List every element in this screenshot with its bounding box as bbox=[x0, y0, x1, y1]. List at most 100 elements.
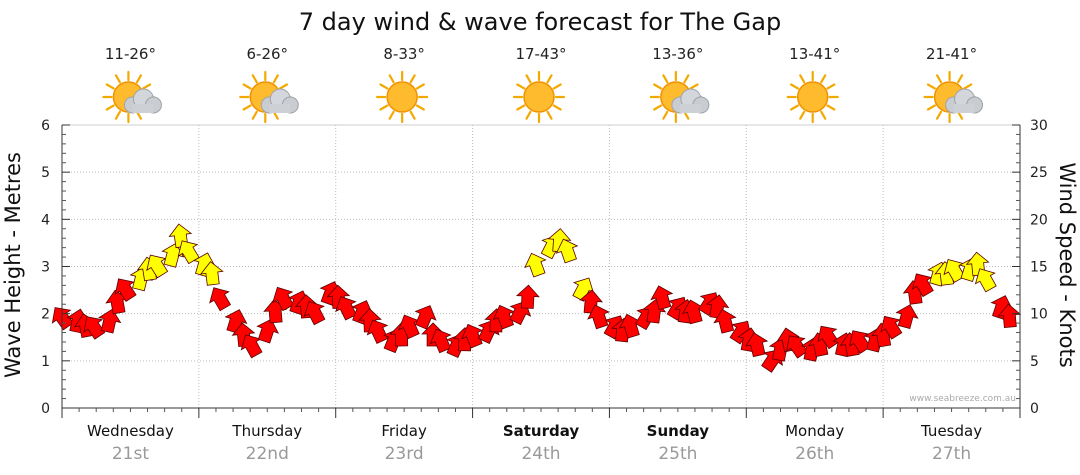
day-name: Wednesday bbox=[87, 422, 174, 440]
wave-arrow bbox=[974, 268, 997, 293]
day-temp-range: 13-36° bbox=[652, 45, 703, 63]
sun-ray bbox=[926, 104, 936, 111]
wave-arrow bbox=[114, 278, 137, 302]
day-name: Sunday bbox=[647, 422, 710, 440]
sun-ray bbox=[135, 74, 143, 84]
wave-arrow bbox=[240, 334, 263, 359]
sun-ray bbox=[409, 110, 416, 120]
sun-ray bbox=[114, 74, 122, 84]
y-tick-label-left: 5 bbox=[41, 165, 50, 181]
wave-arrow bbox=[587, 304, 610, 330]
sun-ray bbox=[516, 83, 526, 90]
y-tick-label-right: 5 bbox=[1030, 354, 1039, 370]
wave-arrow bbox=[618, 313, 642, 339]
wave-arrow bbox=[461, 323, 484, 349]
sun-ray bbox=[415, 83, 425, 90]
day-date: 21st bbox=[112, 444, 149, 464]
y-axis-title-right: Wind Speed - Knots bbox=[1055, 162, 1079, 367]
sun-ray bbox=[272, 74, 279, 84]
cloud-shape bbox=[260, 88, 299, 114]
sun-ray bbox=[242, 104, 252, 111]
sun-ray bbox=[653, 104, 663, 111]
wave-arrow bbox=[681, 299, 705, 325]
wave-arrow bbox=[880, 315, 903, 340]
sun-ray bbox=[415, 104, 425, 111]
day-temp-range: 17-43° bbox=[515, 45, 566, 63]
y-tick-label-left: 2 bbox=[41, 307, 50, 323]
wave-arrow bbox=[414, 305, 437, 330]
sun-disc bbox=[796, 81, 829, 113]
wave-arrow bbox=[146, 254, 169, 279]
sun-cloud-icon bbox=[239, 70, 299, 124]
axes: 0 01 52 103 154 205 256 30 bbox=[41, 118, 1048, 418]
y-axis-title-left: Wave Height - Metres bbox=[1, 152, 25, 378]
y-tick-label-right: 20 bbox=[1030, 212, 1048, 228]
sun-ray bbox=[546, 74, 553, 84]
wave-arrow bbox=[492, 304, 515, 330]
y-tick-label-right: 15 bbox=[1030, 260, 1048, 276]
sun-ray bbox=[242, 83, 252, 90]
sun-ray bbox=[379, 104, 389, 111]
sun-ray bbox=[926, 83, 936, 90]
day-name: Tuesday bbox=[920, 422, 982, 440]
day-name: Saturday bbox=[503, 422, 580, 440]
day-date: 23rd bbox=[385, 444, 424, 464]
day-temp-range: 21-41° bbox=[926, 45, 977, 63]
day-date: 22nd bbox=[246, 444, 289, 464]
sun-ray bbox=[789, 83, 800, 90]
sun-ray bbox=[683, 74, 690, 84]
sun-ray bbox=[662, 110, 669, 120]
wave-arrow bbox=[997, 303, 1022, 329]
sun-ray bbox=[552, 83, 562, 90]
cloud-base bbox=[953, 104, 975, 113]
y-tick-label-left: 1 bbox=[41, 354, 50, 370]
sun-ray bbox=[662, 74, 669, 84]
cloud-base bbox=[132, 104, 154, 113]
sun-disc bbox=[386, 81, 418, 113]
wave-arrow bbox=[713, 308, 737, 334]
day-columns: 11-26° Wednesday 21st 6-26° Thursday 22nd 8-33… bbox=[87, 45, 984, 464]
sun-ray bbox=[552, 104, 562, 111]
sun-ray bbox=[826, 83, 836, 90]
sun-icon bbox=[786, 70, 839, 124]
sun-cloud-icon bbox=[102, 70, 162, 124]
sun-cloud-icon bbox=[923, 70, 984, 124]
wave-arrow bbox=[177, 240, 200, 265]
forecast-marks bbox=[51, 223, 1022, 373]
day-date: 27th bbox=[932, 444, 971, 464]
sun-ray bbox=[278, 83, 289, 90]
wave-arrow bbox=[515, 284, 540, 309]
sun-ray bbox=[114, 110, 122, 120]
sun-icon bbox=[376, 70, 429, 124]
sun-ray bbox=[799, 74, 806, 84]
y-tick-label-left: 4 bbox=[41, 212, 50, 228]
day-temp-range: 13-41° bbox=[789, 45, 840, 63]
day-date: 24th bbox=[521, 444, 560, 464]
y-tick-label-right: 25 bbox=[1030, 165, 1048, 181]
sun-ray bbox=[525, 110, 532, 120]
cloud-base bbox=[269, 104, 291, 113]
sun-ray bbox=[820, 110, 827, 120]
sun-icon bbox=[512, 70, 566, 124]
y-tick-label-left: 0 bbox=[41, 401, 50, 417]
wave-arrow bbox=[555, 238, 579, 264]
day-temp-range: 6-26° bbox=[247, 45, 289, 63]
day-date: 25th bbox=[658, 444, 697, 464]
chart-title: 7 day wind & wave forecast for The Gap bbox=[299, 8, 781, 36]
y-tick-label-right: 10 bbox=[1030, 307, 1048, 323]
sun-ray bbox=[653, 83, 663, 90]
wave-arrow bbox=[209, 287, 232, 312]
sun-ray bbox=[789, 104, 800, 111]
wave-arrow bbox=[895, 304, 919, 330]
sun-ray bbox=[379, 83, 389, 90]
y-tick-label-left: 3 bbox=[41, 260, 50, 276]
sun-ray bbox=[142, 83, 152, 90]
sun-disc bbox=[523, 81, 555, 113]
day-name: Thursday bbox=[231, 422, 302, 440]
cloud-shape bbox=[945, 88, 984, 114]
wave-arrow bbox=[303, 300, 326, 326]
sun-ray bbox=[826, 104, 836, 111]
sun-ray bbox=[546, 110, 553, 120]
wave-arrow bbox=[398, 314, 420, 340]
sun-ray bbox=[689, 83, 699, 90]
